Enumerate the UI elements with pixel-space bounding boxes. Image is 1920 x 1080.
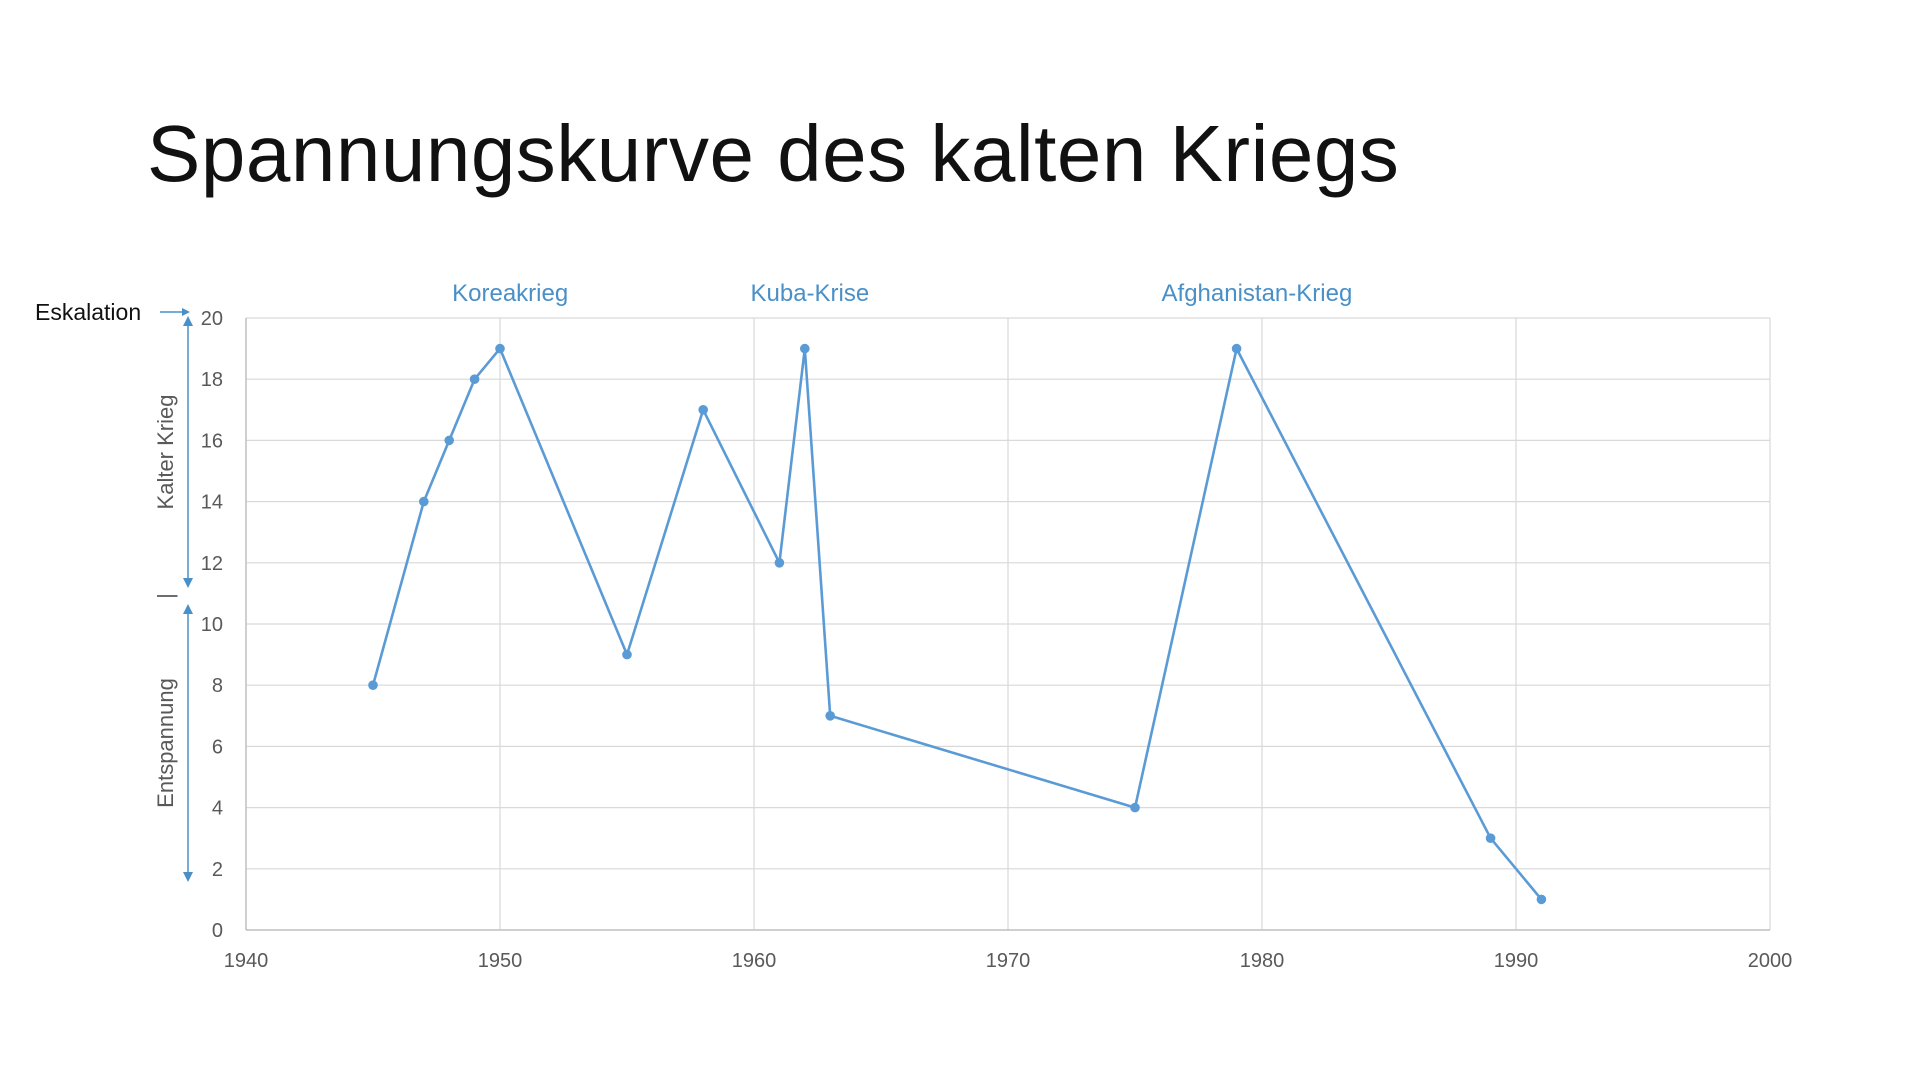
- x-tick-label-1990: 1990: [1494, 950, 1539, 972]
- y-tick-label-8: 8: [212, 675, 223, 697]
- x-tick-label-1980: 1980: [1240, 950, 1285, 972]
- y-tick-label-14: 14: [201, 492, 223, 514]
- data-point-1950: [495, 343, 505, 354]
- annotations: Koreakrieg Kuba-Krise Afghanistan-Krieg: [452, 280, 1352, 307]
- data-point-1979: [1231, 343, 1242, 354]
- x-tick-label-2000: 2000: [1748, 950, 1793, 972]
- entspannung-label: Entspannung: [153, 678, 178, 808]
- lower-bracket-arrow-bottom: [183, 872, 193, 882]
- divider-label: |: [153, 593, 178, 599]
- data-point-1947: [419, 496, 429, 507]
- slide-title: Spannungskurve des kalten Kriegs: [147, 109, 1400, 198]
- data-point-1949: [469, 374, 480, 385]
- data-point-1948: [444, 435, 455, 446]
- data-point-1962: [800, 343, 810, 354]
- lower-bracket-arrow-top: [183, 604, 193, 614]
- data-point-1963: [825, 711, 835, 721]
- event-annotation-2: Afghanistan-Krieg: [1162, 280, 1353, 307]
- y-tick-label-16: 16: [201, 430, 223, 452]
- data-point-1945: [368, 680, 378, 690]
- escalation-label: Eskalation: [35, 299, 141, 325]
- x-tick-label-1970: 1970: [986, 950, 1031, 972]
- y-tick-label-20: 20: [201, 308, 223, 330]
- data-point-1961: [774, 558, 785, 568]
- event-annotation-1: Kuba-Krise: [751, 280, 870, 307]
- y-tick-label-4: 4: [212, 798, 223, 820]
- y-tick-label-2: 2: [212, 859, 223, 881]
- axes: [245, 318, 1770, 931]
- data-point-1975: [1130, 802, 1140, 813]
- y-tick-label-6: 6: [212, 736, 223, 758]
- data-point-1991: [1536, 894, 1547, 905]
- upper-bracket-arrow-bottom: [183, 578, 193, 588]
- y-tick-label-10: 10: [201, 614, 223, 636]
- data-point-1958: [698, 405, 708, 415]
- x-tick-label-1950: 1950: [478, 950, 523, 972]
- y-tick-label-0: 0: [212, 920, 223, 942]
- x-tick-label-1940: 1940: [224, 950, 269, 972]
- event-annotation-0: Koreakrieg: [452, 280, 568, 307]
- y-tick-label-12: 12: [201, 553, 223, 575]
- y-tick-label-18: 18: [201, 369, 223, 391]
- x-tick-label-1960: 1960: [732, 950, 777, 972]
- series: [368, 343, 1547, 905]
- escalation-pointer-arrowhead: [182, 308, 190, 316]
- side-scale: Eskalation Kalter Krieg | Entspannung: [35, 299, 193, 882]
- data-point-1989: [1485, 833, 1496, 843]
- kalter-krieg-label: Kalter Krieg: [153, 395, 178, 510]
- upper-bracket-arrow-top: [183, 316, 193, 326]
- grid: [246, 317, 1771, 930]
- series-line-0: [371, 347, 1543, 901]
- tick-labels: 0 2 4 6 8 10 12 14 16 18 20 1940 1950 1960 1970 1980 199…: [201, 308, 1793, 972]
- data-point-1955: [622, 649, 632, 660]
